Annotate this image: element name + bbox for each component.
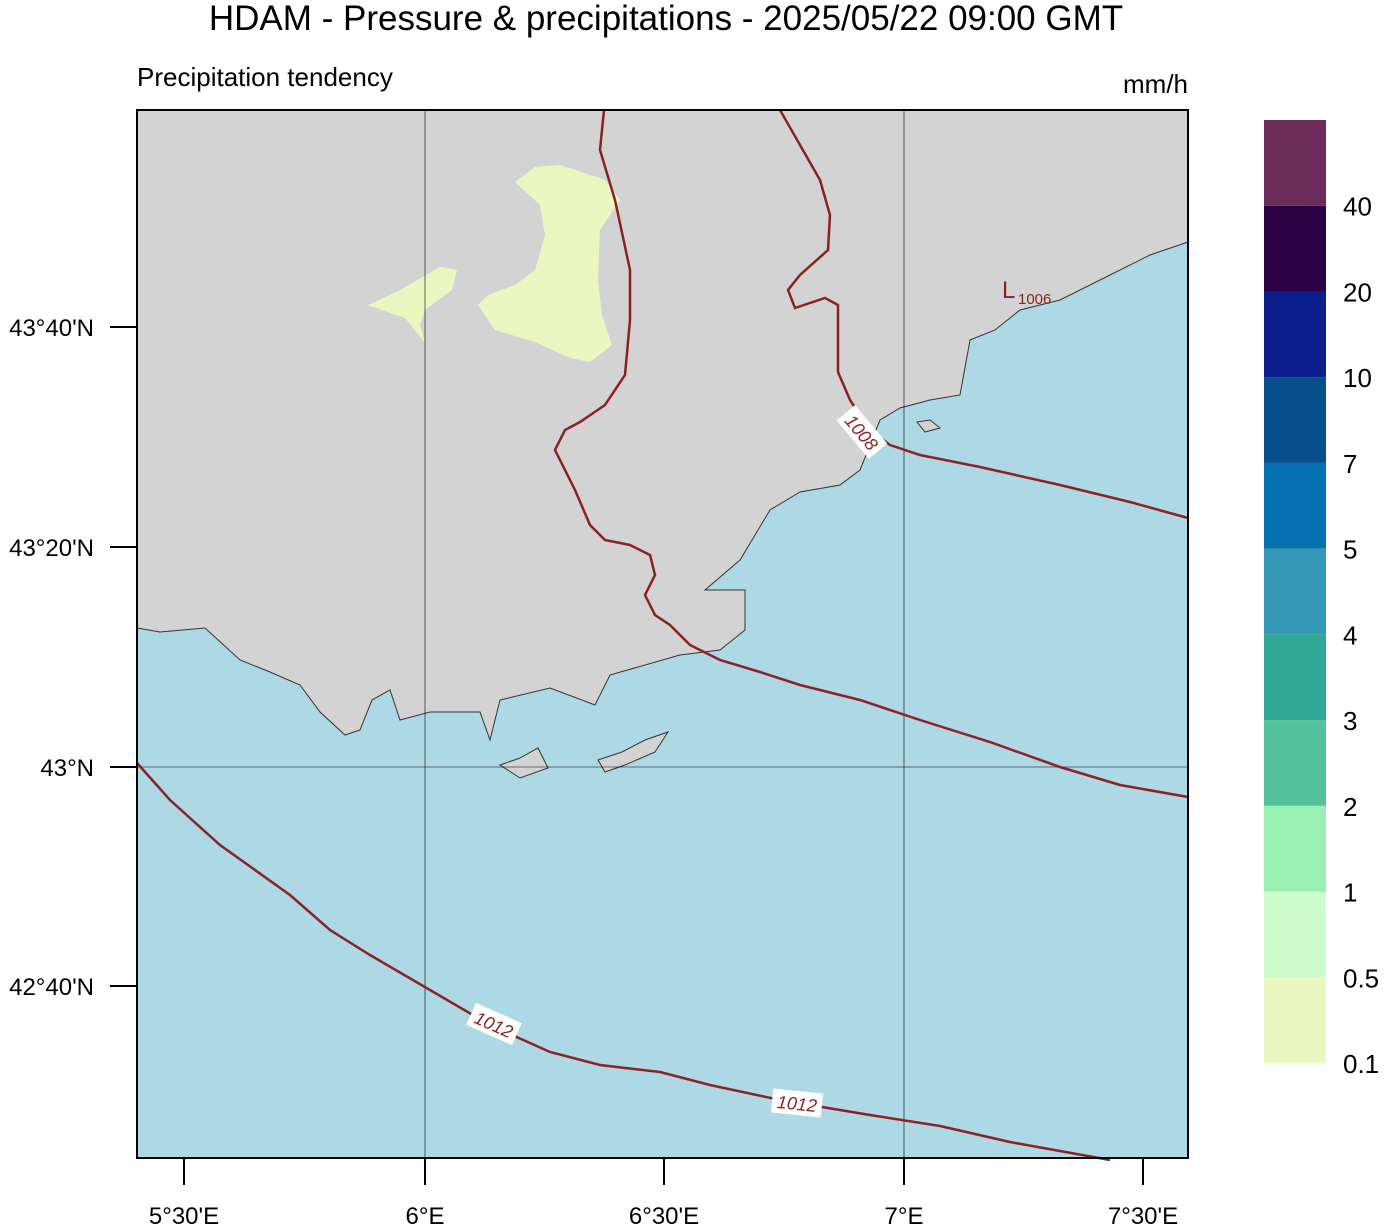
legend-swatch: [1264, 720, 1326, 806]
legend-swatch: [1264, 205, 1326, 292]
legend-swatch: [1264, 977, 1326, 1063]
isobar-label: 1012: [776, 1092, 818, 1116]
lat-label: 43°20'N: [9, 535, 94, 562]
legend-swatch: [1264, 634, 1326, 721]
legend-swatch: [1264, 548, 1326, 635]
legend-swatch: [1264, 377, 1326, 463]
legend-label: 10: [1343, 363, 1372, 393]
precip-area: [368, 267, 457, 343]
lon-label: 6°30'E: [629, 1203, 699, 1225]
legend-swatch: [1264, 891, 1326, 978]
lat-label: 43°N: [40, 755, 94, 782]
legend-label: 3: [1343, 706, 1357, 736]
legend-label: 5: [1343, 535, 1357, 565]
lon-label: 5°30'E: [149, 1203, 219, 1225]
low-symbol: L: [1002, 277, 1015, 304]
lon-label: 7°30'E: [1108, 1203, 1178, 1225]
legend-label: 7: [1343, 449, 1357, 479]
legend-label: 1: [1343, 878, 1357, 908]
legend-swatch: [1264, 120, 1326, 206]
island: [916, 419, 942, 433]
low-value: 1006: [1018, 291, 1051, 308]
axes: 43°40'N 43°20'N 43°N 42°40'N 5°30'E 6°E 6°30'E…: [9, 315, 1178, 1230]
legend-label: 20: [1343, 277, 1372, 307]
precip-area: [478, 165, 620, 362]
legend-swatch: [1264, 462, 1326, 549]
island: [597, 731, 670, 773]
subtitle: Precipitation tendency: [137, 62, 393, 92]
lat-label: 42°40'N: [9, 974, 94, 1001]
legend-label: 2: [1343, 792, 1357, 822]
title: HDAM - Pressure & precipitations - 2025/…: [209, 0, 1123, 38]
frame: [136, 109, 1189, 1159]
legend-swatch: [1264, 805, 1326, 892]
legend-label: 0.5: [1343, 963, 1379, 993]
legend: 0.1 0.5 1 2 3 4 5 7 10 20 40: [1264, 120, 1379, 1079]
plot: 1008 1012 1012 L 1006: [136, 109, 1189, 1162]
lon-label: 7°E: [885, 1203, 924, 1225]
legend-label: 4: [1343, 620, 1357, 650]
lon-label: 6°E: [406, 1203, 445, 1225]
unit: mm/h: [1123, 69, 1188, 99]
lat-label: 43°40'N: [9, 315, 94, 342]
graticule: [137, 110, 1188, 1158]
sea: [136, 241, 1189, 1159]
legend-swatch: [1264, 291, 1326, 378]
legend-label: 40: [1343, 192, 1372, 222]
island: [498, 747, 549, 779]
legend-label: 0.1: [1343, 1049, 1379, 1079]
isobars: [136, 109, 1189, 1162]
